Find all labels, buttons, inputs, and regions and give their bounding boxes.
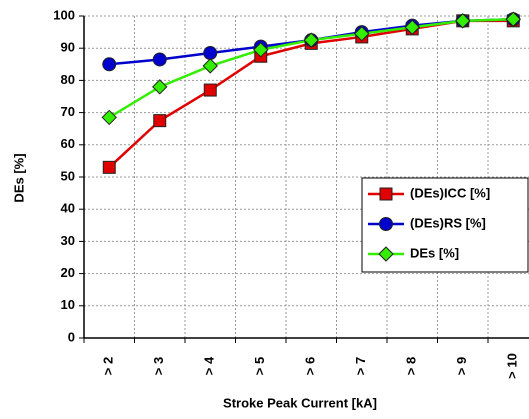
marker	[354, 26, 370, 42]
x-tick-label: > 3	[151, 357, 166, 375]
x-tick-label: > 7	[353, 357, 368, 375]
marker	[152, 79, 168, 95]
marker	[253, 42, 269, 58]
marker	[455, 13, 471, 29]
marker	[505, 11, 521, 27]
y-tick-label: 0	[68, 329, 75, 344]
marker	[404, 19, 420, 35]
x-tick-label: > 10	[505, 353, 520, 379]
legend-label: DEs [%]	[410, 245, 459, 260]
marker	[102, 57, 117, 72]
marker	[152, 52, 167, 67]
x-tick-label: > 6	[303, 357, 318, 375]
marker	[203, 46, 218, 61]
y-tick-label: 20	[61, 265, 75, 280]
legend-label: (DEs)ICC [%]	[410, 185, 490, 200]
marker	[102, 160, 116, 174]
y-tick-label: 70	[61, 104, 75, 119]
legend-label: (DEs)RS [%]	[410, 215, 486, 230]
y-tick-label: 30	[61, 233, 75, 248]
y-tick-label: 80	[61, 72, 75, 87]
y-tick-label: 50	[61, 168, 75, 183]
x-tick-label: > 4	[202, 356, 217, 375]
x-axis-label: Stroke Peak Current [kA]	[223, 395, 377, 410]
y-tick-label: 60	[61, 136, 75, 151]
marker	[303, 32, 319, 48]
x-tick-label: > 2	[101, 357, 116, 375]
legend: (DEs)ICC [%] (DEs)RS [%] DEs [%]	[361, 177, 529, 273]
legend-marker	[379, 217, 393, 231]
y-axis-label: DEs [%]	[11, 153, 26, 202]
marker	[203, 83, 217, 97]
y-tick-label: 10	[61, 297, 75, 312]
marker	[153, 114, 167, 128]
y-tick-label: 100	[53, 7, 75, 22]
legend-marker	[378, 246, 394, 262]
marker	[101, 109, 117, 126]
legend-marker	[379, 187, 393, 201]
marker	[202, 58, 218, 74]
x-tick-label: > 9	[454, 357, 469, 375]
y-tick-label: 40	[61, 201, 75, 216]
y-tick-label: 90	[61, 40, 75, 55]
x-tick-label: > 8	[404, 357, 419, 375]
x-tick-label: > 5	[252, 357, 267, 375]
